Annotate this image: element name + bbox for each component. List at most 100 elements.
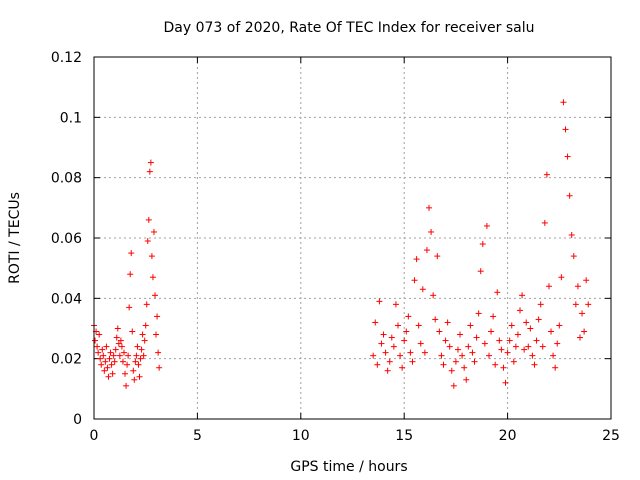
- data-point: [413, 256, 420, 263]
- data-point: [392, 301, 399, 308]
- data-point: [135, 361, 142, 368]
- data-point: [99, 346, 106, 353]
- data-point: [581, 328, 588, 335]
- data-point: [479, 241, 486, 248]
- data-point: [454, 346, 461, 353]
- data-point: [512, 343, 519, 350]
- data-point: [527, 325, 534, 332]
- data-point: [446, 343, 453, 350]
- data-point: [127, 271, 134, 278]
- data-point: [376, 298, 383, 305]
- data-point: [442, 337, 449, 344]
- data-point: [114, 325, 121, 332]
- data-point: [421, 349, 428, 356]
- data-point: [506, 337, 513, 344]
- data-point: [488, 328, 495, 335]
- y-axis-label: ROTI / TECUs: [7, 192, 23, 284]
- data-point: [496, 337, 503, 344]
- data-point: [483, 222, 490, 229]
- data-point: [585, 301, 592, 308]
- data-point: [473, 334, 480, 341]
- data-point: [475, 310, 482, 317]
- data-point: [113, 334, 120, 341]
- data-point: [508, 322, 515, 329]
- data-point: [146, 168, 153, 175]
- data-point: [539, 343, 546, 350]
- data-point: [130, 367, 137, 374]
- data-point: [98, 361, 105, 368]
- data-point: [574, 283, 581, 290]
- data-point: [104, 364, 111, 371]
- data-point: [94, 343, 101, 350]
- data-point: [108, 361, 115, 368]
- data-point: [115, 340, 122, 347]
- data-point: [110, 352, 117, 359]
- data-point: [107, 349, 114, 356]
- data-point: [102, 358, 109, 365]
- data-point: [498, 346, 505, 353]
- data-point: [388, 334, 395, 341]
- data-point: [116, 352, 123, 359]
- x-tick-label: 10: [292, 428, 310, 444]
- data-point: [440, 361, 447, 368]
- data-point: [459, 352, 466, 359]
- x-axis-label: GPS time / hours: [290, 459, 407, 475]
- data-point: [401, 337, 408, 344]
- data-point: [467, 322, 474, 329]
- y-tick-label: 0.04: [51, 291, 82, 307]
- y-tick-label: 0.1: [60, 110, 82, 126]
- data-point: [154, 313, 161, 320]
- data-point: [428, 228, 435, 235]
- y-tick-label: 0.12: [51, 50, 82, 66]
- data-point: [579, 310, 586, 317]
- data-point: [423, 247, 430, 254]
- data-point: [576, 334, 583, 341]
- data-point: [558, 274, 565, 281]
- data-point: [150, 228, 157, 235]
- data-point: [103, 343, 110, 350]
- data-point: [465, 343, 472, 350]
- data-point: [564, 153, 571, 160]
- data-point: [129, 328, 136, 335]
- data-point: [461, 364, 468, 371]
- data-point: [382, 349, 389, 356]
- data-point: [430, 292, 437, 299]
- data-point: [415, 322, 422, 329]
- data-point: [147, 159, 154, 166]
- data-point: [142, 322, 149, 329]
- data-point: [133, 352, 140, 359]
- data-point: [155, 349, 162, 356]
- data-point: [156, 364, 163, 371]
- data-point: [500, 364, 507, 371]
- data-point: [374, 361, 381, 368]
- data-point: [537, 301, 544, 308]
- data-point: [463, 376, 470, 383]
- data-point: [533, 337, 540, 344]
- data-point: [452, 358, 459, 365]
- data-point: [120, 349, 127, 356]
- y-tick-label: 0.08: [51, 171, 82, 187]
- data-point: [514, 331, 521, 338]
- data-point: [394, 322, 401, 329]
- data-point: [541, 219, 548, 226]
- data-point: [545, 283, 552, 290]
- plot-frame: [93, 56, 612, 420]
- data-point: [137, 355, 144, 362]
- data-point: [141, 337, 148, 344]
- data-point: [143, 301, 150, 308]
- data-point: [535, 316, 542, 323]
- data-point: [566, 192, 573, 199]
- data-point: [105, 373, 112, 380]
- chart-title: Day 073 of 2020, Rate Of TEC Index for r…: [163, 20, 534, 36]
- data-point: [572, 301, 579, 308]
- data-point: [436, 328, 443, 335]
- data-point: [153, 331, 160, 338]
- data-point: [397, 352, 404, 359]
- data-point: [529, 352, 536, 359]
- data-point: [510, 358, 517, 365]
- data-point: [399, 364, 406, 371]
- y-tick-labels: 0 0.02 0.04 0.06 0.08 0.1 0.12: [51, 50, 82, 428]
- data-point: [457, 331, 464, 338]
- data-point: [525, 343, 532, 350]
